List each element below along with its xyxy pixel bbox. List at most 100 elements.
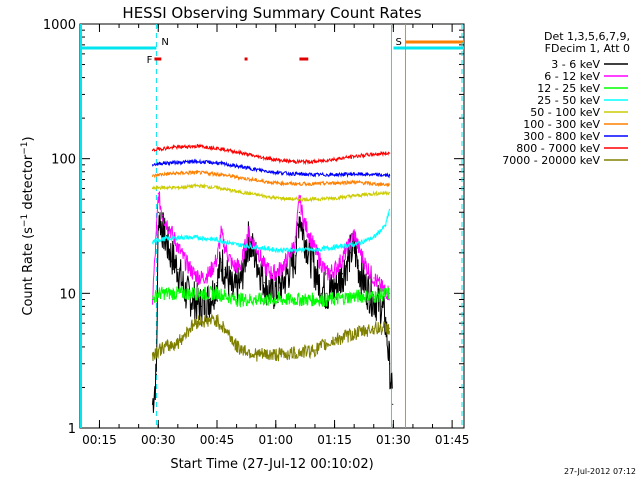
series-point xyxy=(255,354,257,356)
series-point xyxy=(334,246,336,248)
series-point xyxy=(232,265,234,267)
series-point xyxy=(389,327,391,329)
series-point xyxy=(216,282,218,284)
series-point xyxy=(365,265,367,267)
series-point xyxy=(255,179,257,181)
series-point xyxy=(197,185,199,187)
series-point xyxy=(216,187,218,189)
series-point xyxy=(236,346,238,348)
y-tick-label: 10 xyxy=(59,287,76,302)
series-line-4 xyxy=(152,209,390,254)
series-point xyxy=(271,292,273,294)
series-point xyxy=(389,184,391,186)
series-point xyxy=(314,161,316,163)
series-point xyxy=(294,161,297,163)
series-point xyxy=(151,149,154,152)
series-point xyxy=(314,349,316,351)
series-point xyxy=(314,183,316,185)
series-point xyxy=(298,196,300,198)
series-point xyxy=(177,342,179,344)
series-point xyxy=(193,298,195,301)
series-point xyxy=(197,171,199,174)
series-point xyxy=(389,174,391,177)
series-point xyxy=(157,187,159,189)
series-point xyxy=(373,183,375,185)
series-point xyxy=(357,246,359,248)
series-point xyxy=(157,292,159,294)
series-point xyxy=(151,187,154,190)
flag-marker-f: F xyxy=(147,55,153,66)
series-point xyxy=(157,148,159,150)
legend-label: 800 - 7000 keV xyxy=(516,142,600,155)
flags-layer: N S F xyxy=(80,24,464,428)
series-point xyxy=(151,298,154,301)
series-point xyxy=(318,258,320,260)
series-line-6 xyxy=(152,169,390,188)
series-point xyxy=(294,241,297,243)
series-point xyxy=(200,305,203,307)
legend-label: 25 - 50 keV xyxy=(537,94,600,107)
legend-label: 100 - 300 keV xyxy=(523,118,600,131)
series-point xyxy=(279,269,281,271)
series-point xyxy=(157,174,159,176)
chart-title: HESSI Observing Summary Count Rates xyxy=(122,4,421,22)
series-point xyxy=(373,153,375,155)
series-point xyxy=(169,228,171,230)
series-point xyxy=(298,211,300,213)
series-point xyxy=(228,333,230,335)
series-line-3 xyxy=(152,285,390,309)
series-point xyxy=(373,193,375,195)
x-tick-label: 01:30 xyxy=(376,433,411,447)
series-point xyxy=(334,269,336,271)
series-point xyxy=(189,327,191,329)
series-point xyxy=(373,174,375,176)
series-line-7 xyxy=(152,158,390,179)
series-point xyxy=(255,298,257,301)
series-line-5 xyxy=(152,182,390,203)
series-point xyxy=(161,228,163,230)
series-point xyxy=(157,239,159,241)
series-point xyxy=(302,232,304,234)
axes-layer: 00:15 00:30 00:45 01:00 01:15 01:30 01:45 1 10 10… xyxy=(43,18,470,447)
series-point xyxy=(177,146,179,148)
series-point xyxy=(255,246,257,248)
series-point xyxy=(151,403,154,405)
series-point xyxy=(200,277,203,279)
series-point xyxy=(353,333,355,335)
series-point xyxy=(155,373,157,375)
series-point xyxy=(208,273,210,275)
series-point xyxy=(151,354,154,356)
series-point xyxy=(151,241,154,243)
series-point xyxy=(151,164,154,166)
series-point xyxy=(349,252,351,254)
series-point xyxy=(236,244,238,246)
y-tick-label: 100 xyxy=(51,153,76,168)
series-point xyxy=(275,354,277,356)
series-point xyxy=(385,224,387,226)
series-point xyxy=(177,187,179,189)
series-point xyxy=(220,261,222,263)
series-point xyxy=(318,282,320,284)
series-point xyxy=(334,158,336,160)
series-point xyxy=(294,198,297,200)
series-point xyxy=(373,295,375,297)
series-point xyxy=(197,161,199,163)
series-point xyxy=(216,292,218,294)
legend-label: 300 - 800 keV xyxy=(523,130,600,143)
series-point xyxy=(326,273,328,275)
series-point xyxy=(341,273,344,275)
series-line-8 xyxy=(152,143,390,166)
series-point xyxy=(314,198,316,200)
series-point xyxy=(275,197,277,199)
series-point xyxy=(353,181,355,183)
series-point xyxy=(353,244,355,246)
series-point xyxy=(224,269,226,271)
series-point xyxy=(236,298,238,301)
series-point xyxy=(255,155,257,157)
series-point xyxy=(161,214,163,216)
series-point xyxy=(279,287,281,289)
x-tick-label: 00:30 xyxy=(141,433,176,447)
series-line-1 xyxy=(152,212,393,413)
series-point xyxy=(314,249,316,251)
series-point xyxy=(216,162,218,164)
